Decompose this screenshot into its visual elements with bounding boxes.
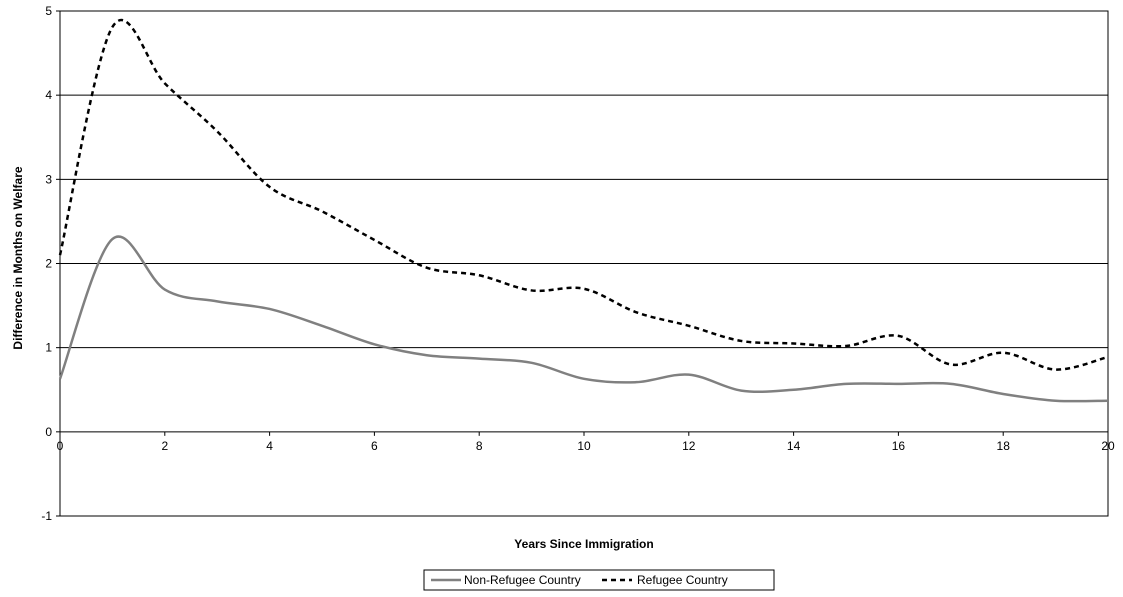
x-tick-label-2: 4 [266, 439, 273, 453]
x-tick-label-0: 0 [57, 439, 64, 453]
y-axis-ticks: -1 0 1 2 3 4 5 [41, 4, 60, 523]
x-tick-label-1: 2 [161, 439, 168, 453]
y-tick-label-1: 0 [45, 425, 52, 439]
x-axis-label: Years Since Immigration [514, 537, 653, 551]
y-tick-label-3: 2 [45, 257, 52, 271]
y-tick-label-4: 3 [45, 172, 52, 186]
y-tick-label-5: 4 [45, 88, 52, 102]
x-tick-label-8: 16 [892, 439, 906, 453]
y-axis-label: Difference in Months on Welfare [11, 166, 25, 349]
series-line-refugee [58, 18, 1109, 371]
x-tick-label-7: 14 [787, 439, 801, 453]
x-tick-label-4: 8 [476, 439, 483, 453]
x-tick-label-9: 18 [997, 439, 1011, 453]
legend: Non-Refugee Country Refugee Country [423, 569, 775, 591]
x-tick-label-6: 12 [682, 439, 696, 453]
y-tick-label-0: -1 [41, 509, 52, 523]
x-tick-label-3: 6 [371, 439, 378, 453]
x-tick-label-5: 10 [577, 439, 591, 453]
series-line-non-refugee [58, 235, 1109, 403]
gridlines [60, 94, 1108, 433]
y-tick-label-2: 1 [45, 341, 52, 355]
legend-label-non-refugee: Non-Refugee Country [464, 573, 581, 587]
series-lines [58, 18, 1109, 403]
legend-label-refugee: Refugee Country [637, 573, 728, 587]
x-tick-label-10: 20 [1101, 439, 1115, 453]
y-tick-label-6: 5 [45, 4, 52, 18]
legend-box [423, 569, 775, 591]
x-axis-ticks: 0 2 4 6 8 10 12 14 16 18 20 [57, 431, 1115, 453]
